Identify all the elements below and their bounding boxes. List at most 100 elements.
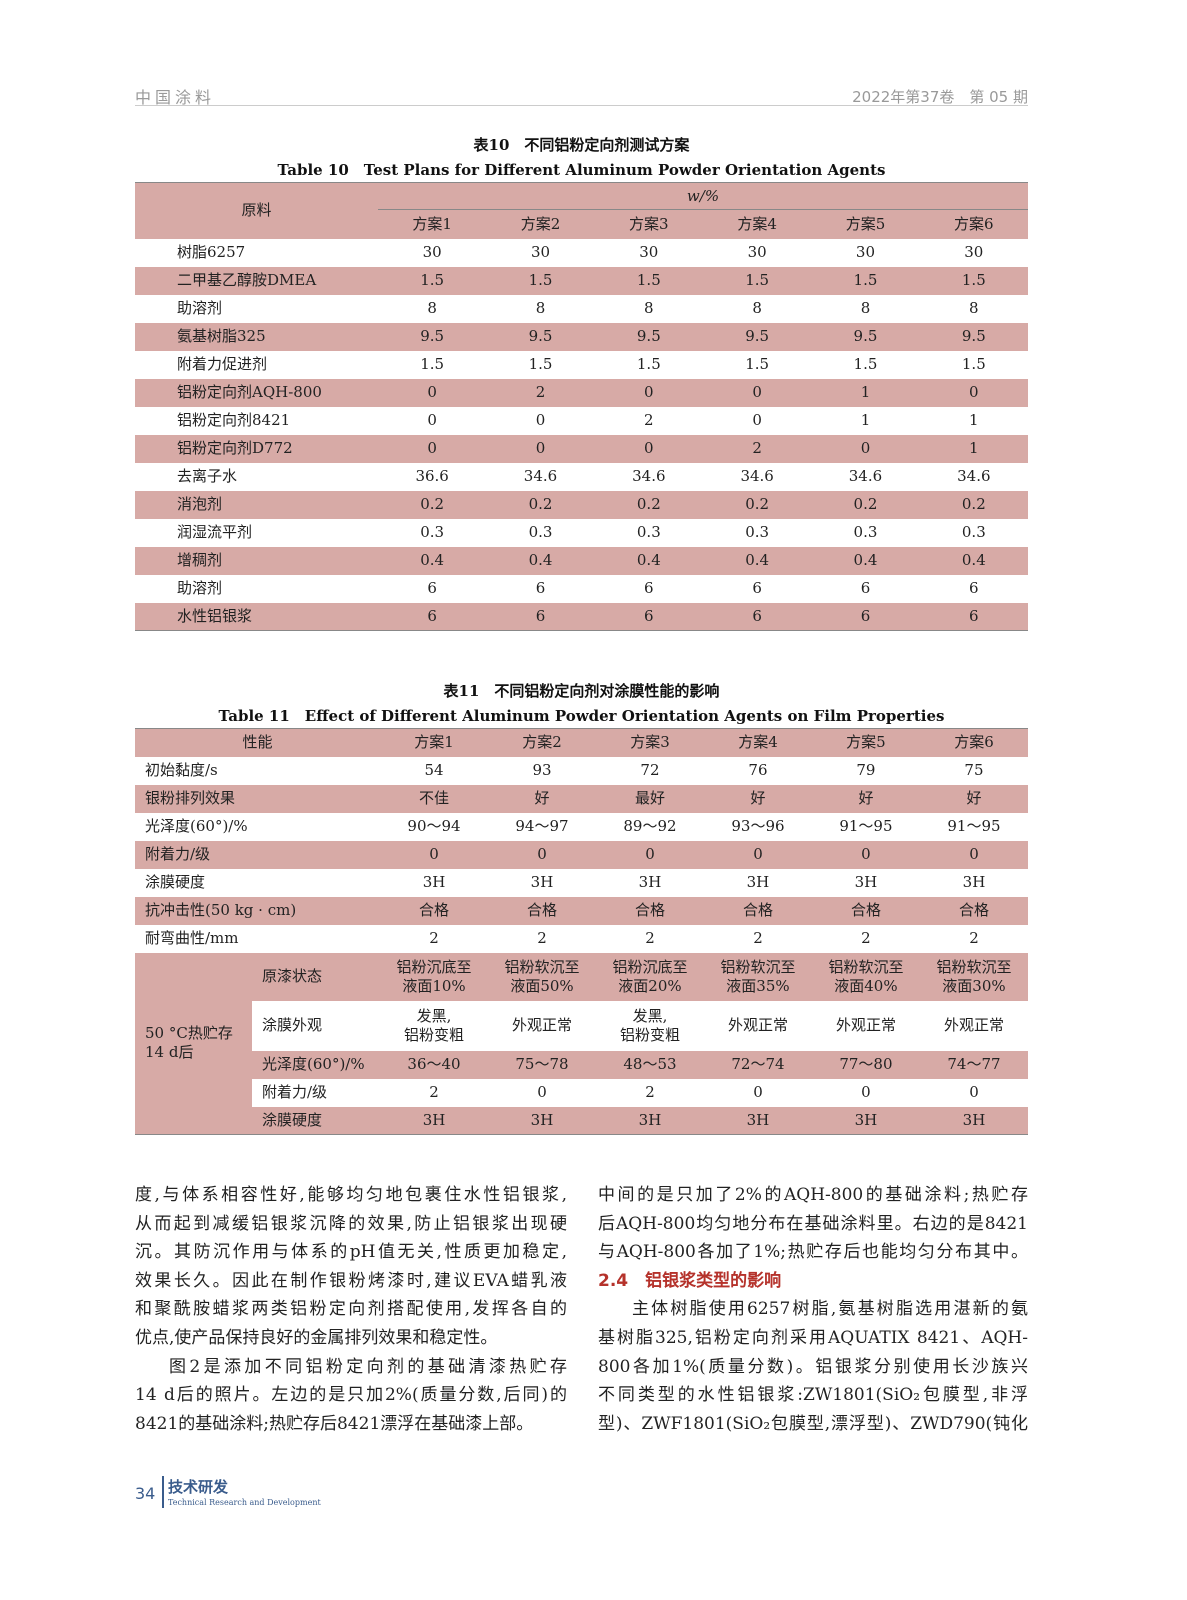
table-cell: 0.4 [636,551,661,569]
journal-name: 中国涂料 [135,88,216,107]
table-cell: 0 [861,845,871,863]
column-header: 方案6 [954,733,994,752]
table-cell: 1.5 [636,271,661,289]
table-cell: 0 [861,1083,871,1101]
table-cell: 9.5 [745,327,770,345]
table-cell: 6 [752,606,762,625]
table-row: 氨基树脂325 9.5 9.5 9.5 9.5 9.5 9.5 [135,322,1028,351]
table-row: 铝粉定向剂D772 0 0 0 2 0 1 [135,434,1028,463]
table-row: 二甲基乙醇胺DMEA 1.5 1.5 1.5 1.5 1.5 1.5 [135,266,1028,295]
row-label: 附着力促进剂 [177,355,268,373]
row-label: 润湿流平剂 [177,523,253,541]
row-label: 涂膜硬度 [145,873,206,891]
table-row: 水性铝银浆 6 6 6 6 6 6 [135,602,1028,631]
table-row: 助溶剂 8 8 8 8 8 8 [135,295,1028,323]
table-cell: 2 [429,929,439,947]
table-cell: 8 [427,299,437,317]
table-cell: 1.5 [420,355,445,373]
storage-row: 50 °C热贮存 14 d后 原漆状态 铝粉沉底至 液面10% 铝粉软沉至 液面50%… [135,952,1028,1135]
row-label: 初始黏度/s [145,761,218,779]
table-cell: 2 [861,929,871,947]
row-label: 铝粉定向剂D772 [177,439,293,457]
text-line: 与AQH-800各加了1%;热贮存后也能均匀分布其中。 [598,1242,1028,1263]
body-left-column: 度,与体系相容性好,能够均匀地包裹住水性铝银浆, 从而起到减缓铝银浆沉降的效果,防… [135,1181,567,1438]
table-cell: 91～95 [947,817,1001,835]
table-cell: 93～96 [731,817,785,835]
table-cell: 0 [644,383,654,401]
table-cell: 铝粉软沉至 液面30% [936,957,1012,995]
table-cell: 0.2 [528,495,553,513]
table-cell: 1.5 [961,271,986,289]
table-cell: 72～74 [731,1055,785,1073]
table-cell: 合格 [526,901,557,919]
table-cell: 外观正常 [511,1016,572,1034]
table-cell: 0 [429,845,439,863]
table-cell: 30 [530,243,551,261]
table-cell: 外观正常 [835,1016,896,1034]
table-cell: 0 [535,411,546,429]
text-line: 后AQH-800均匀地分布在基础涂料里。右边的是8421 [598,1213,1028,1234]
table11: 性能 方案1 方案2 方案3 方案4 方案5 方案6 初始黏度/s 54 93 72 76 79 75 银粉… [135,728,1028,1135]
table-cell: 3H [530,1110,554,1129]
table-cell: 0 [537,845,547,863]
table-cell: 6 [535,579,546,597]
table-cell: 0 [752,383,762,401]
row-header: 性能 [242,733,273,752]
table-cell: 0 [427,411,437,429]
table-cell: 3H [422,873,446,891]
table-cell: 9.5 [636,327,661,345]
text-line: 8421的基础涂料;热贮存后8421漂浮在基础漆上部。 [135,1413,534,1434]
table-cell: 2 [644,411,654,429]
table-cell: 8 [644,299,654,317]
table-row: 消泡剂 0.2 0.2 0.2 0.2 0.2 0.2 [135,490,1028,519]
text-line: 沉。其防沉作用与体系的pH值无关,性质更加稳定, [135,1242,567,1263]
table-cell: 铝粉软沉至 液面50% [504,957,580,995]
table-cell: 6 [752,579,762,597]
table-cell: 1.5 [853,271,878,289]
row-label: 增稠剂 [177,551,223,569]
table-cell: 34.6 [523,467,558,485]
table-cell: 30 [855,243,876,261]
storage-row: 附着力/级 2 0 2 0 0 0 [135,1079,1028,1107]
table-cell: 不佳 [419,789,450,807]
table-cell: 1.5 [745,271,770,289]
table-cell: 好 [966,789,982,807]
table-cell: 2 [969,929,979,947]
table-cell: 3H [854,873,878,891]
text-line: 效果长久。因此在制作银粉烤漆时,建议EVA蜡乳液 [135,1270,567,1291]
table-cell: 1.5 [636,355,661,373]
text-line: 优点,使产品保持良好的金属排列效果和稳定性。 [135,1327,498,1348]
row-label: 银粉排列效果 [145,789,236,807]
table-cell: 1.5 [528,355,553,373]
table-cell: 0.2 [961,495,986,513]
table-cell: 2 [537,929,547,947]
table-cell: 6 [427,606,437,625]
table-cell: 34.6 [957,467,991,485]
text-line: 中间的是只加了2%的AQH-800的基础涂料;热贮存 [598,1185,1028,1205]
table-cell: 2 [429,1083,439,1101]
table-cell: 0 [860,439,871,457]
table-cell: 好 [858,789,874,807]
row-label: 耐弯曲性/mm [145,929,239,947]
table-cell: 0.3 [420,523,445,541]
table-cell: 2 [535,383,546,401]
table-cell: 93 [532,761,552,779]
table-cell: 3H [962,873,986,891]
table-header-row: 性能 方案1 方案2 方案3 方案4 方案5 方案6 [135,728,1028,757]
table-cell: 0 [645,845,655,863]
table-cell: 0 [427,439,437,457]
text-line: 主体树脂使用6257树脂,氨基树脂选用湛新的氨 [632,1299,1028,1320]
table-row: 涂膜硬度 3H 3H 3H 3H 3H 3H [135,869,1028,897]
table11-title-en: Table 11 Effect of Different Aluminum Po… [218,707,945,725]
row-label: 铝粉定向剂8421 [177,411,291,429]
table-row: 润湿流平剂 0.3 0.3 0.3 0.3 0.3 0.3 [135,519,1028,547]
table-row: 树脂6257 30 30 30 30 30 30 [135,239,1028,267]
table-cell: 0 [535,439,546,457]
row-label: 去离子水 [177,467,238,485]
table-cell: 外观正常 [943,1016,1004,1034]
text-line: 从而起到减缓铝银浆沉降的效果,防止铝银浆出现硬 [135,1213,567,1234]
row-label: 助溶剂 [177,579,223,597]
table-cell: 0 [427,383,437,401]
storage-group-label: 50 °C热贮存 14 d后 [135,952,252,1135]
